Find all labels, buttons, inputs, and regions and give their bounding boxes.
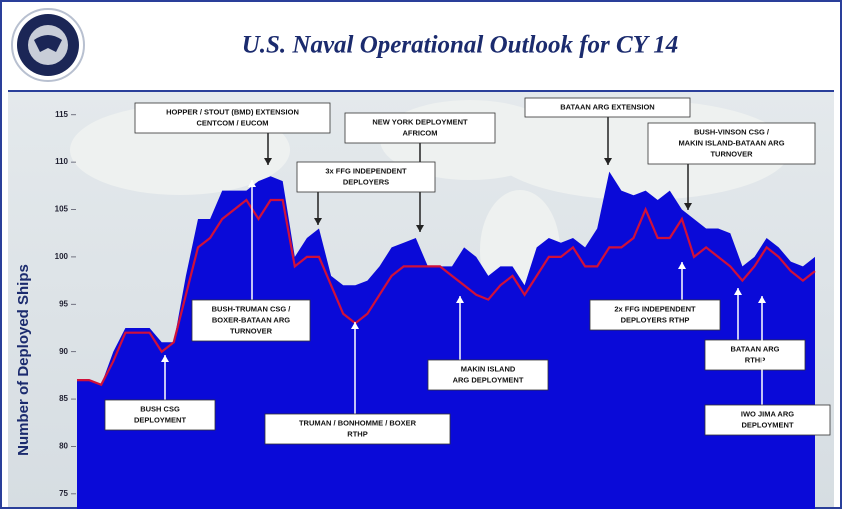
annotation-text: RTHP bbox=[745, 355, 765, 364]
annotation-text: 2x FFG INDEPENDENT bbox=[614, 304, 696, 313]
y-tick-label: 75 bbox=[59, 489, 68, 498]
navy-logo bbox=[11, 8, 85, 82]
annotation-text: DEPLOYERS RTHP bbox=[621, 315, 690, 324]
annotation: HOPPER / STOUT (BMD) EXTENSION CENTCOM / … bbox=[134, 102, 331, 165]
annotation-text: IWO JIMA ARG bbox=[741, 409, 794, 418]
annotation-text: BOXER-BATAAN ARG bbox=[212, 315, 290, 324]
annotation-text: RTHP bbox=[347, 429, 367, 438]
arrow-head bbox=[351, 322, 359, 329]
arrow-head bbox=[264, 158, 272, 165]
annotation-text: DEPLOYMENT bbox=[741, 420, 794, 429]
y-axis-label: Number of Deployed Ships bbox=[15, 264, 32, 456]
arrow-head bbox=[734, 288, 742, 295]
annotation-text: CENTCOM / EUCOM bbox=[196, 118, 268, 127]
annotation: BUSH CSG DEPLOYMENT bbox=[104, 355, 216, 431]
arrow-head bbox=[248, 180, 256, 187]
annotation-box bbox=[191, 299, 311, 342]
annotation-text: AFRICOM bbox=[403, 128, 438, 137]
annotation-text: MAKIN ISLAND bbox=[461, 364, 516, 373]
y-tick-label: 110 bbox=[55, 157, 68, 166]
annotation: IWO JIMA ARG DEPLOYMENT bbox=[704, 296, 831, 436]
annotation-text: ARG DEPLOYMENT bbox=[453, 375, 524, 384]
annotation-text: DEPLOYMENT bbox=[134, 415, 187, 424]
annotation: NEW YORK DEPLOYMENT AFRICOM bbox=[344, 112, 496, 232]
annotation: BUSH-VINSON CSG / MAKIN ISLAND-BATAAN ARG… bbox=[647, 122, 816, 210]
annotation-text: BUSH CSG bbox=[140, 404, 180, 413]
y-tick-label: 100 bbox=[55, 252, 69, 261]
annotation-box bbox=[344, 112, 496, 144]
y-tick-label: 85 bbox=[59, 394, 68, 403]
annotation-box bbox=[647, 122, 816, 165]
annotation-box bbox=[524, 97, 691, 118]
annotation-text: TRUMAN / BONHOMME / BOXER bbox=[299, 418, 417, 427]
y-tick-label: 80 bbox=[59, 442, 68, 451]
annotation-box bbox=[134, 102, 331, 134]
annotation: BUSH-TRUMAN CSG / BOXER-BATAAN ARG TURNOVE… bbox=[191, 180, 311, 342]
annotation-text: BUSH-TRUMAN CSG / bbox=[212, 304, 292, 313]
annotation-box bbox=[296, 161, 436, 193]
arrow-head bbox=[604, 158, 612, 165]
arrow-head bbox=[161, 355, 169, 362]
annotation: BATAAN ARG RTHP bbox=[704, 288, 806, 371]
arrow-head bbox=[684, 203, 692, 210]
arrow-head bbox=[456, 296, 464, 303]
arrow-head bbox=[314, 218, 322, 225]
annotation-text: MAKIN ISLAND-BATAAN ARG bbox=[678, 138, 784, 147]
annotation: MAKIN ISLAND ARG DEPLOYMENT bbox=[427, 296, 549, 391]
annotation-box bbox=[264, 413, 451, 445]
annotation-text: 3x FFG INDEPENDENT bbox=[325, 166, 407, 175]
annotation-text: HOPPER / STOUT (BMD) EXTENSION bbox=[166, 107, 299, 116]
chart-title: U.S. Naval Operational Outlook for CY 14 bbox=[242, 32, 679, 59]
annotation-text: TURNOVER bbox=[230, 326, 273, 335]
area bbox=[77, 171, 815, 509]
annotation-box bbox=[427, 359, 549, 391]
annotation-text: BATAAN ARG EXTENSION bbox=[560, 102, 654, 111]
annotation-box bbox=[589, 299, 721, 331]
annotation-box bbox=[704, 404, 831, 436]
arrow-head bbox=[758, 296, 766, 303]
annotation-text: BUSH-VINSON CSG / bbox=[694, 127, 770, 136]
arrow-head bbox=[416, 225, 424, 232]
annotation: TRUMAN / BONHOMME / BOXER RTHP bbox=[264, 322, 451, 445]
y-tick-label: 115 bbox=[55, 110, 68, 119]
annotation-text: DEPLOYERS bbox=[343, 177, 389, 186]
annotation-box bbox=[704, 339, 806, 371]
y-tick-label: 105 bbox=[55, 205, 69, 214]
annotation: 2x FFG INDEPENDENT DEPLOYERS RTHP bbox=[589, 262, 721, 331]
annotation-text: NEW YORK DEPLOYMENT bbox=[372, 117, 468, 126]
annotation-text: TURNOVER bbox=[710, 149, 753, 158]
line bbox=[77, 198, 816, 387]
y-tick-label: 95 bbox=[59, 299, 68, 308]
annotation: BATAAN ARG EXTENSION bbox=[524, 97, 691, 165]
y-tick-label: 90 bbox=[59, 347, 68, 356]
annotation-text: BATAAN ARG bbox=[730, 344, 779, 353]
arrow-head bbox=[678, 262, 686, 269]
annotation-box bbox=[104, 399, 216, 431]
annotation: 3x FFG INDEPENDENT DEPLOYERS bbox=[296, 161, 436, 225]
